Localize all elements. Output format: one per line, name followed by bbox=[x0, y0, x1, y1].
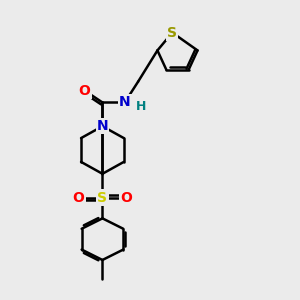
Text: S: S bbox=[167, 26, 177, 40]
Text: N: N bbox=[119, 95, 130, 110]
Text: O: O bbox=[120, 190, 132, 205]
Text: N: N bbox=[97, 119, 108, 133]
Text: O: O bbox=[73, 190, 85, 205]
Text: S: S bbox=[98, 190, 107, 205]
Text: H: H bbox=[136, 100, 146, 112]
Text: O: O bbox=[79, 84, 91, 98]
